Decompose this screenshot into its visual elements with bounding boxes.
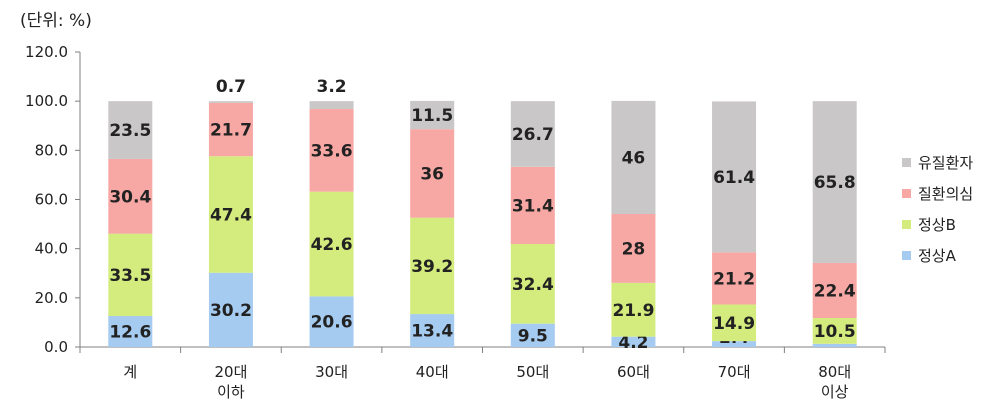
legend-label: 유질환자 (918, 154, 973, 172)
bar-segment (309, 109, 354, 192)
bar-segment (410, 217, 455, 315)
bar-segment (812, 101, 857, 263)
bar-segment (510, 166, 555, 244)
bar-segment (410, 314, 455, 347)
data-label: 61.4 (713, 168, 755, 188)
data-label: 30.4 (109, 187, 151, 207)
legend-swatch (902, 189, 911, 198)
legend-swatch (902, 220, 911, 229)
bar-segment (309, 191, 354, 297)
bar-segment (208, 272, 253, 347)
data-label: 21.2 (713, 269, 755, 289)
bar-segment (208, 102, 253, 157)
bar-segment (510, 101, 555, 167)
x-category-label: 이하 (217, 383, 245, 401)
bar-segment (108, 316, 153, 347)
data-label: 33.6 (311, 141, 353, 161)
bar-segment (510, 323, 555, 347)
bar-segment (812, 317, 857, 344)
data-label: 21.9 (612, 301, 654, 321)
bar-segment (510, 243, 555, 324)
bar-segment (812, 343, 857, 347)
legend-swatch (902, 251, 911, 260)
data-label: 36 (420, 164, 444, 184)
data-label: 22.4 (814, 281, 856, 301)
bar-segment (108, 101, 153, 159)
y-tick-label: 100.0 (25, 92, 68, 110)
bar-segment (611, 214, 656, 283)
x-category-label: 40대 (416, 363, 449, 381)
bar-segment (309, 101, 354, 110)
x-category-label: 20대 (214, 363, 247, 381)
data-label: 10.5 (814, 322, 856, 342)
bar-segment (611, 282, 656, 337)
data-label: 30.2 (210, 301, 252, 321)
data-label: 11.5 (411, 106, 453, 126)
legend-swatch (902, 158, 911, 167)
data-label: 0.7 (216, 77, 246, 97)
x-category-label: 이상 (821, 383, 849, 401)
y-tick-label: 80.0 (35, 141, 68, 159)
unit-label: (단위: %) (20, 11, 92, 31)
data-label: 39.2 (411, 257, 453, 277)
data-label: 13.4 (411, 322, 453, 342)
x-category-label: 70대 (718, 363, 751, 381)
bar-segment (712, 252, 757, 305)
data-label: 21.7 (210, 121, 252, 141)
x-category-label: 50대 (516, 363, 549, 381)
data-label: 31.4 (512, 196, 554, 216)
data-label: 23.5 (109, 121, 151, 141)
data-label: 28 (622, 239, 646, 259)
bar-segment (812, 262, 857, 318)
bar-segment (108, 233, 153, 317)
data-label: 3.2 (317, 77, 347, 97)
data-label: 33.5 (109, 266, 151, 286)
x-category-label: 60대 (617, 363, 650, 381)
bar-segment (611, 100, 656, 215)
data-label: 42.6 (311, 235, 353, 255)
x-category-label: 계 (123, 363, 137, 381)
y-tick-label: 60.0 (35, 191, 68, 209)
bar-segment (410, 100, 455, 130)
data-label: 47.4 (210, 205, 252, 225)
legend-label: 정상B (918, 216, 956, 234)
bar-segment (712, 101, 757, 253)
y-tick-label: 40.0 (35, 240, 68, 258)
data-label: 65.8 (814, 173, 856, 193)
data-label: 9.5 (518, 326, 548, 346)
data-label: 20.6 (311, 313, 353, 333)
bar-segment (108, 158, 153, 234)
y-tick-label: 0.0 (44, 338, 68, 356)
data-label: 46 (622, 148, 646, 168)
data-label: 4.2 (618, 333, 648, 353)
y-tick-label: 20.0 (35, 289, 68, 307)
bar-segment (611, 336, 656, 347)
bar-segment (309, 296, 354, 347)
x-category-label: 80대 (818, 363, 851, 381)
data-label: 14.9 (713, 314, 755, 334)
data-label: 12.6 (109, 323, 151, 343)
x-category-label: 30대 (315, 363, 348, 381)
bar-segment (712, 341, 757, 347)
bar-segment (208, 101, 253, 103)
data-label: 26.7 (512, 125, 554, 145)
bar-segment (208, 156, 253, 273)
bar-segment (410, 129, 455, 218)
data-label: 32.4 (512, 275, 554, 295)
bar-segment (712, 304, 757, 342)
legend-label: 정상A (918, 247, 957, 265)
legend-label: 질환의심 (918, 185, 973, 203)
y-tick-label: 120.0 (25, 43, 68, 61)
